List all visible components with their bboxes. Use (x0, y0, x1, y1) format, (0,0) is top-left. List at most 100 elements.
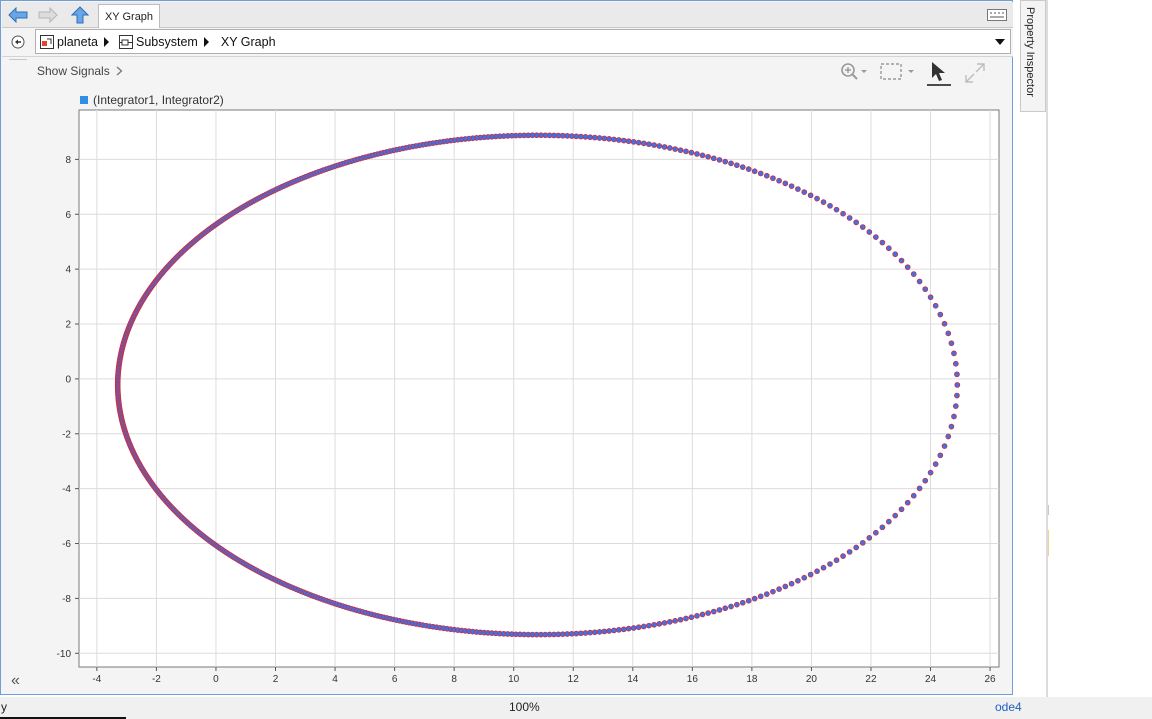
data-point (853, 219, 860, 226)
data-point (937, 311, 944, 318)
model-icon (40, 34, 54, 49)
show-signals-button[interactable]: Show Signals (37, 64, 123, 78)
data-point (745, 166, 752, 172)
breadcrumb-label: planeta (57, 34, 99, 49)
breadcrumb-label: XY Graph (220, 34, 276, 49)
data-point (757, 593, 764, 600)
data-point (840, 553, 846, 560)
status-underline (0, 717, 126, 719)
y-tick-label: -8 (62, 594, 71, 605)
data-point (859, 539, 866, 546)
x-tick-label: 10 (508, 674, 520, 685)
cursor-arrow-icon (927, 62, 951, 86)
data-point (661, 144, 668, 150)
data-point (591, 134, 598, 141)
xy-graph-plot[interactable]: -4 -2 0 2 4 6 8 10 12 14 16 18 20 22 24 26-10-8-6-4-202… (37, 105, 1007, 687)
data-point (606, 628, 612, 634)
data-point (795, 186, 801, 192)
x-tick-label: 22 (865, 674, 877, 685)
side-marker (1048, 505, 1053, 515)
y-tick-label: -2 (62, 429, 71, 440)
keyboard-button[interactable] (987, 9, 1007, 24)
hide-explorer-button[interactable] (10, 34, 26, 50)
data-point (596, 629, 603, 635)
fit-view-icon (880, 63, 914, 80)
data-point (705, 153, 711, 160)
forward-button[interactable] (37, 5, 59, 25)
back-button[interactable] (7, 5, 29, 25)
expand-button[interactable] (963, 61, 987, 88)
select-cursor-button[interactable] (925, 61, 953, 90)
x-tick-label: 2 (273, 674, 279, 685)
address-row: planeta Subsystem XY Graph (2, 28, 1013, 57)
model-window: XY Graph planeta Subsystem XY Graph (0, 0, 1013, 695)
data-point (716, 157, 723, 163)
data-point (694, 613, 700, 619)
chevron-down-icon[interactable] (995, 39, 1005, 45)
data-point (710, 155, 717, 162)
x-tick-label: 24 (925, 674, 937, 685)
data-point (904, 264, 911, 271)
breadcrumb-xy-graph[interactable]: XY Graph (221, 30, 276, 53)
plot-area (78, 109, 1000, 668)
data-point (651, 621, 657, 628)
side-marker (1048, 530, 1053, 556)
data-point (615, 137, 622, 143)
legend-label: (Integrator1, Integrator2) (93, 93, 224, 107)
y-tick-label: 4 (65, 265, 71, 276)
data-point (591, 629, 598, 636)
data-point (630, 139, 637, 145)
data-point (651, 142, 657, 148)
data-point (683, 148, 689, 155)
data-point (770, 175, 776, 182)
data-point (873, 529, 879, 536)
x-tick-label: 20 (806, 674, 818, 685)
property-inspector-tab[interactable]: Property Inspector (1020, 0, 1046, 112)
y-tick-label: 8 (65, 155, 71, 166)
data-point (879, 239, 886, 246)
data-point (937, 452, 944, 459)
collapse-panel-button[interactable]: « (11, 672, 20, 689)
data-point (699, 611, 706, 618)
data-point (677, 616, 684, 623)
legend: (Integrator1, Integrator2) (80, 93, 224, 107)
tab-bar: XY Graph (2, 2, 1013, 28)
zoom-button[interactable] (839, 61, 869, 86)
plot-toolbar (839, 61, 989, 87)
data-point (951, 413, 957, 420)
tab-xy-graph[interactable]: XY Graph (98, 4, 160, 28)
data-point (827, 202, 833, 209)
breadcrumb-planeta[interactable]: planeta (36, 30, 98, 53)
data-point (666, 619, 673, 625)
fit-to-view-button[interactable] (879, 61, 917, 86)
data-point (716, 607, 723, 613)
up-button[interactable] (69, 5, 91, 25)
data-point (788, 580, 795, 587)
solver-link[interactable]: ode4 (995, 700, 1022, 714)
data-point (898, 506, 905, 513)
data-point (941, 443, 948, 449)
data-point (782, 180, 789, 187)
show-signals-label: Show Signals (37, 64, 110, 78)
x-tick-label: 12 (568, 674, 580, 685)
back-arrow-icon (8, 7, 28, 23)
data-point (656, 621, 663, 627)
data-point (587, 134, 593, 141)
grid-lines (79, 110, 999, 667)
data-point (677, 147, 684, 154)
data-point (739, 599, 746, 606)
data-point (573, 630, 580, 637)
address-bar[interactable]: planeta Subsystem XY Graph (35, 29, 1011, 54)
data-point (922, 477, 929, 484)
breadcrumb-subsystem[interactable]: Subsystem (115, 30, 198, 53)
x-tick-label: 4 (332, 674, 338, 685)
x-tick-label: -2 (152, 674, 161, 685)
x-tick-label: 6 (392, 674, 398, 685)
data-point (672, 146, 679, 152)
data-point (751, 595, 758, 602)
x-tick-label: 16 (687, 674, 699, 685)
tab-label: XY Graph (104, 10, 154, 23)
data-point (776, 586, 782, 592)
data-point (666, 145, 673, 151)
data-point (770, 588, 776, 595)
